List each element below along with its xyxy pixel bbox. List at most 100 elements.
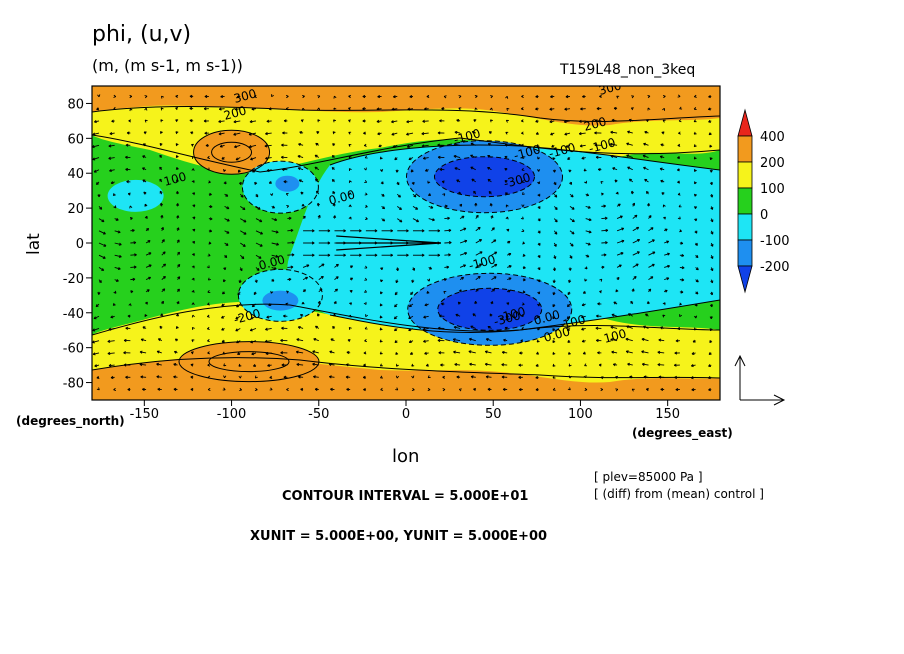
wind-vector: [107, 340, 115, 343]
wind-vector-head: [223, 375, 227, 379]
wind-vector: [610, 131, 618, 134]
wind-vector-head: [314, 166, 318, 170]
wind-vector-head: [94, 119, 97, 124]
wind-vector-head: [439, 167, 443, 172]
wind-vector-head: [219, 144, 223, 148]
wind-vector-head: [108, 363, 112, 368]
wind-vector-head: [300, 191, 304, 195]
wind-vector: [579, 120, 586, 122]
wind-vector-head: [428, 193, 432, 197]
wind-vector-head: [177, 276, 181, 280]
contour-line: [92, 303, 720, 336]
wind-vector-head: [475, 288, 479, 292]
wind-vector-head: [175, 155, 179, 158]
wind-vector-head: [92, 340, 95, 344]
wind-vector-head: [439, 119, 442, 123]
wind-vector-head: [643, 375, 647, 379]
wind-vector-head: [272, 205, 275, 209]
wind-vector-head: [409, 351, 413, 355]
wind-vector-head: [333, 301, 337, 305]
wind-vector-head: [377, 95, 381, 99]
wind-vector-head: [129, 108, 133, 112]
wind-vector-head: [505, 192, 508, 196]
wind-vector-head: [382, 218, 386, 222]
wind-vector-head: [581, 303, 585, 307]
wind-vector-head: [248, 145, 252, 149]
wind-vector-head: [461, 215, 465, 219]
wind-vector-head: [457, 301, 461, 305]
x-tick-label: 0: [402, 407, 410, 422]
wind-vector-head: [521, 143, 525, 147]
wind-vector-head: [488, 131, 492, 135]
wind-vector-head: [614, 179, 618, 183]
wind-vector-head: [306, 264, 310, 268]
wind-vector-head: [160, 214, 164, 218]
y-tick-label: -80: [63, 377, 84, 392]
wind-vector-head: [693, 315, 698, 319]
wind-vector-head: [290, 265, 294, 269]
wind-vector-head: [364, 155, 368, 159]
wind-vector-head: [569, 255, 573, 259]
wind-vector-head: [581, 339, 585, 343]
wind-vector-head: [710, 292, 714, 296]
wind-vector-head: [522, 241, 525, 245]
wind-vector-head: [271, 94, 274, 98]
wind-vector-head: [427, 278, 431, 282]
wind-vector: [312, 363, 319, 366]
wind-vector: [627, 166, 633, 171]
wind-vector-head: [329, 375, 332, 379]
wind-vector-head: [176, 288, 180, 292]
wind-vector-head: [487, 325, 491, 329]
wind-vector-head: [629, 375, 633, 379]
wind-vector-head: [317, 214, 321, 218]
wind-vector-head: [363, 167, 367, 171]
wind-vector-head: [536, 339, 540, 343]
wind-vector-head: [678, 131, 681, 135]
wind-vector-head: [249, 120, 253, 124]
wind-vector-head: [666, 240, 670, 244]
wind-vector-head: [454, 363, 458, 367]
wind-vector-head: [443, 290, 447, 294]
wind-vector: [642, 363, 649, 366]
wind-vector-head: [519, 351, 522, 355]
wind-vector-head: [191, 168, 195, 172]
wind-vector-head: [662, 119, 666, 123]
wind-vector-head: [379, 169, 384, 172]
wind-vector-head: [209, 204, 213, 209]
wind-vector-head: [708, 388, 711, 392]
wind-vector-head: [691, 388, 695, 392]
wind-vector-head: [501, 350, 505, 355]
wind-vector-head: [628, 313, 631, 317]
wind-vector-head: [174, 338, 178, 342]
wind-vector-head: [275, 254, 279, 258]
wind-vector-head: [600, 376, 604, 380]
wind-vector-head: [113, 94, 117, 98]
wind-vector-head: [620, 252, 624, 256]
wind-vector: [648, 251, 656, 256]
wind-vector-head: [161, 300, 164, 304]
wind-vector: [250, 340, 257, 343]
wind-vector: [302, 264, 310, 268]
wind-vector-head: [554, 231, 558, 235]
wind-vector-head: [395, 375, 400, 379]
wind-vector-head: [251, 352, 255, 356]
wind-vector-head: [471, 178, 475, 182]
wind-vector-head: [363, 363, 366, 367]
wind-vector-head: [646, 387, 649, 392]
wind-vector-head: [395, 387, 399, 391]
wind-vector-head: [641, 350, 645, 354]
wind-vector-head: [379, 315, 383, 319]
wind-vector-head: [647, 95, 651, 99]
wind-vector-head: [265, 132, 268, 136]
wind-vector-head: [549, 107, 553, 111]
wind-vector-head: [693, 144, 697, 148]
wind-vector-head: [421, 132, 425, 136]
wind-vector-head: [694, 242, 698, 246]
wind-vector-head: [453, 325, 457, 329]
wind-vector-head: [564, 107, 568, 111]
wind-vector-head: [285, 94, 289, 99]
wind-vector-head: [270, 290, 274, 294]
wind-vector-head: [129, 205, 133, 209]
wind-vector-head: [142, 143, 146, 147]
wind-vector-head: [364, 277, 368, 281]
